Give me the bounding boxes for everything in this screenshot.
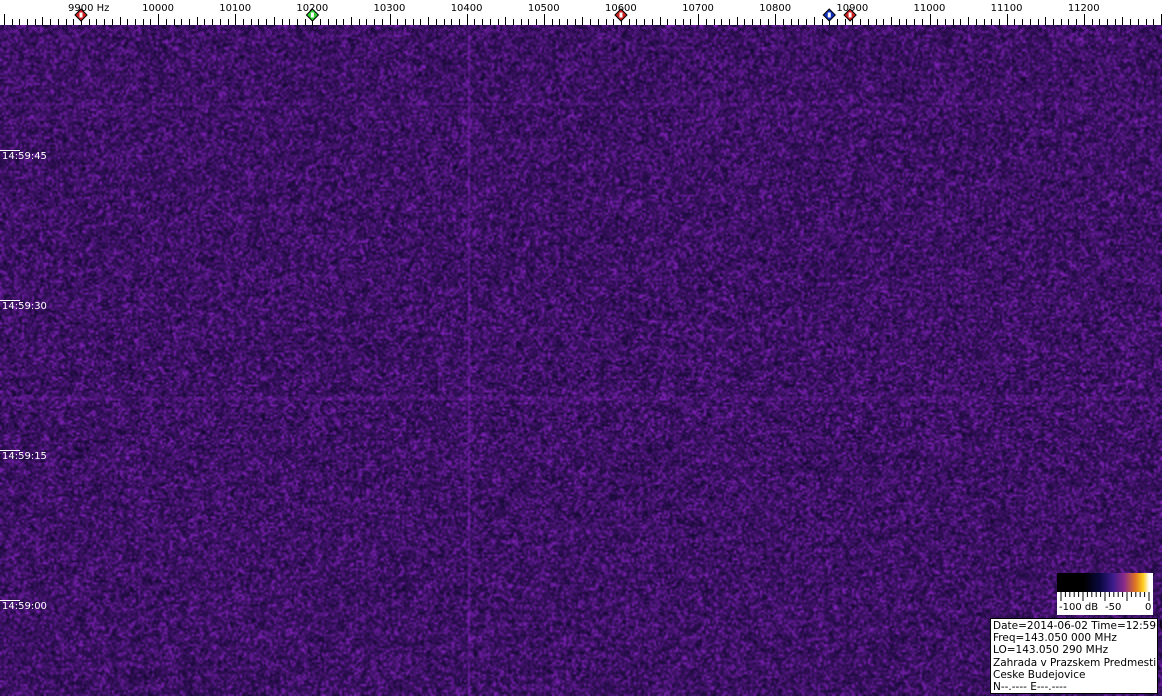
waterfall-spectrogram[interactable]	[0, 25, 1162, 696]
color-scale-ticks	[1060, 592, 1150, 601]
time-tick-label: 14:59:15	[2, 451, 47, 462]
time-tick-line	[0, 150, 20, 151]
x-tick-label: 10500	[528, 3, 560, 14]
marker-center	[619, 12, 623, 18]
x-tick-label: 10800	[759, 3, 791, 14]
info-city: Ceske Budejovice	[993, 668, 1086, 681]
time-tick-label: 14:59:30	[2, 301, 47, 312]
x-tick-label: 10900	[836, 3, 868, 14]
marker-center	[310, 12, 314, 18]
marker-center	[827, 12, 831, 18]
x-tick-label: 11000	[914, 3, 946, 14]
colorbar-label-mid: -50	[1105, 602, 1122, 613]
colorbar-label-min: -100 dB	[1059, 602, 1099, 613]
colorbar-label-max: 0	[1145, 602, 1152, 613]
x-tick-label: 9900 Hz	[68, 3, 109, 14]
color-scale-legend: -100 dB -50 0	[1057, 573, 1153, 615]
time-tick-line	[0, 600, 20, 601]
time-tick-line	[0, 450, 20, 451]
x-tick-label: 11100	[991, 3, 1023, 14]
x-tick-label: 10000	[142, 3, 174, 14]
info-box: Date=2014-06-02 Time=12:59 UTC Freq=143.…	[990, 618, 1162, 694]
info-coordinates: N--.---- E---.----	[993, 681, 1067, 694]
x-tick-label: 10100	[219, 3, 251, 14]
frequency-scale: 9900 Hz100001010010200103001040010500106…	[0, 0, 1162, 25]
marker-center	[848, 12, 852, 18]
color-gradient	[1057, 573, 1153, 592]
x-tick-label: 10300	[374, 3, 406, 14]
marker-center	[79, 12, 83, 18]
time-tick-label: 14:59:00	[2, 601, 47, 612]
time-tick-line	[0, 300, 20, 301]
info-location: Zahrada v Prazskem Predmesti	[993, 656, 1157, 669]
x-tick-label: 10400	[451, 3, 483, 14]
info-date-time: Date=2014-06-02 Time=12:59 UTC	[993, 620, 1162, 632]
x-tick-label: 10700	[682, 3, 714, 14]
info-lo: LO=143.050 290 MHz	[993, 644, 1109, 657]
info-freq: Freq=143.050 000 MHz	[993, 632, 1117, 645]
time-tick-label: 14:59:45	[2, 151, 47, 162]
x-tick-label: 11200	[1068, 3, 1100, 14]
